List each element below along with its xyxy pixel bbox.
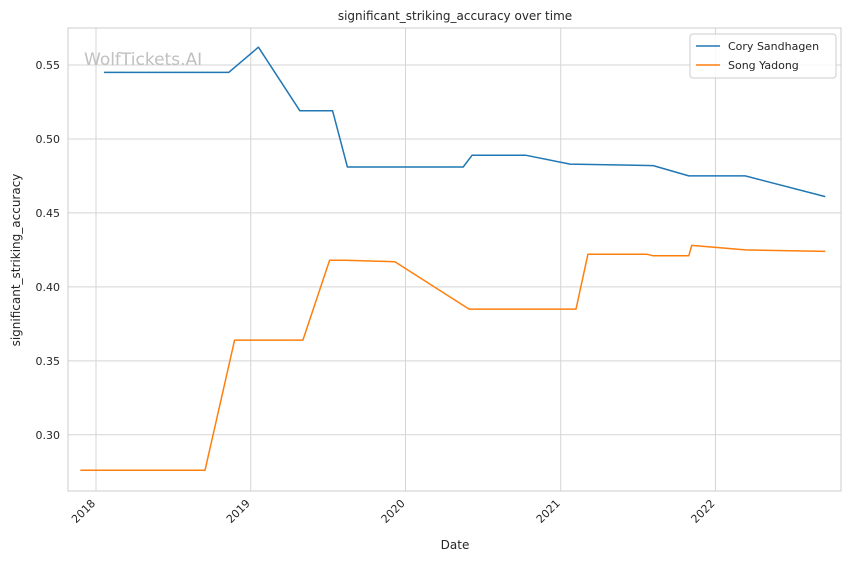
y-tick-label: 0.55 xyxy=(36,59,61,72)
grid-lines xyxy=(68,28,841,491)
y-tick-label: 0.30 xyxy=(36,429,61,442)
legend-label: Song Yadong xyxy=(728,59,799,72)
legend-box xyxy=(689,33,837,79)
series-lines xyxy=(80,46,826,472)
y-tick-label: 0.40 xyxy=(36,281,61,294)
legend: Cory Sandhagen Song Yadong xyxy=(689,33,837,79)
series-line xyxy=(104,46,826,198)
y-axis-title: significant_striking_accuracy xyxy=(9,174,23,347)
chart-title: significant_striking_accuracy over time xyxy=(338,9,572,23)
x-axis-title: Date xyxy=(441,538,470,552)
y-tick-label: 0.45 xyxy=(36,207,61,220)
y-axis-ticks: 0.30 0.35 0.40 0.45 0.50 0.55 xyxy=(36,59,61,442)
y-tick-label: 0.50 xyxy=(36,133,61,146)
watermark-text: WolfTickets.AI xyxy=(84,50,202,70)
series-line xyxy=(80,244,826,472)
legend-label: Cory Sandhagen xyxy=(728,40,819,53)
y-tick-label: 0.35 xyxy=(36,355,61,368)
plot-frame xyxy=(67,27,842,492)
